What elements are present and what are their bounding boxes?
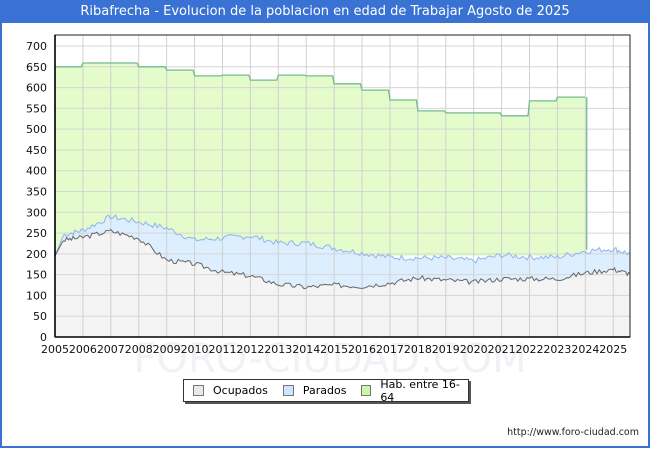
ocupados-swatch-icon [193,385,204,396]
svg-text:500: 500 [26,123,47,136]
svg-text:450: 450 [26,144,47,157]
svg-text:2018: 2018 [404,343,432,356]
svg-text:2016: 2016 [348,343,376,356]
svg-text:150: 150 [26,269,47,282]
watermark: FORO-CIUDAD.COM [133,336,526,382]
svg-text:2023: 2023 [543,343,571,356]
svg-text:0: 0 [40,331,47,344]
legend-label: Ocupados [213,384,268,397]
svg-text:2005: 2005 [41,343,69,356]
svg-text:2025: 2025 [599,343,627,356]
svg-text:2024: 2024 [571,343,599,356]
svg-text:2007: 2007 [97,343,125,356]
svg-text:550: 550 [26,102,47,115]
svg-text:2021: 2021 [488,343,516,356]
svg-text:2019: 2019 [432,343,460,356]
legend-item-parados: Parados [282,384,347,397]
svg-text:100: 100 [26,289,47,302]
svg-text:2011: 2011 [208,343,236,356]
svg-text:50: 50 [33,310,47,323]
svg-text:2014: 2014 [292,343,320,356]
legend-label: Hab. entre 16-64 [380,377,460,404]
svg-text:FORO-CIUDAD.COM: FORO-CIUDAD.COM [133,336,526,382]
svg-text:2006: 2006 [69,343,97,356]
svg-text:2008: 2008 [125,343,153,356]
chart-axes: 0 50 100 150 200 250 300 350 400 450 500 550 600 650 7… [26,34,631,356]
source-url: http://www.foro-ciudad.com [507,427,639,438]
svg-text:650: 650 [26,61,47,74]
parados-swatch-icon [282,385,294,396]
svg-text:250: 250 [26,227,47,240]
legend-label: Parados [302,384,347,397]
svg-text:2020: 2020 [460,343,488,356]
svg-text:300: 300 [26,206,47,219]
svg-text:350: 350 [26,186,47,199]
legend-item-hab: Hab. entre 16-64 [361,378,462,404]
hab-swatch-icon [361,385,372,396]
chart-legend: Ocupados Parados Hab. entre 16-64 [183,378,469,404]
svg-text:600: 600 [26,82,47,95]
svg-text:2009: 2009 [153,343,181,356]
svg-text:2022: 2022 [516,343,544,356]
svg-text:2015: 2015 [320,343,348,356]
legend-item-ocupados: Ocupados [193,384,268,397]
svg-text:2013: 2013 [264,343,292,356]
svg-text:400: 400 [26,165,47,178]
svg-text:700: 700 [26,40,47,53]
chart-lines [54,62,631,290]
svg-text:2012: 2012 [236,343,264,356]
svg-text:200: 200 [26,248,47,261]
chart-areas [55,35,630,337]
chart-title: Ribafrecha - Evolucion de la poblacion e… [0,0,650,23]
svg-text:2017: 2017 [376,343,404,356]
svg-text:2010: 2010 [181,343,209,356]
